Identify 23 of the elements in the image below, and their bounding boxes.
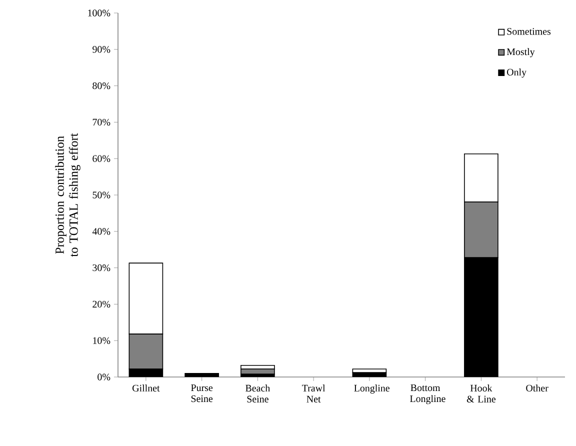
- y-tick-label: 0%: [98, 374, 110, 380]
- y-tick-label: 20%: [92, 300, 110, 308]
- y-tick-label: 40%: [92, 228, 110, 235]
- y-tick-label: 30%: [92, 264, 110, 272]
- legend-label: Only: [507, 68, 526, 78]
- y-tick-label: 50%: [92, 192, 110, 198]
- y-tick-label: 100%: [88, 10, 110, 16]
- x-tick-label: Trawl Net: [302, 384, 326, 402]
- y-tick-label: 90%: [92, 46, 110, 53]
- legend-label: Mostly: [506, 48, 535, 58]
- x-tick-label: Longline: [354, 384, 390, 394]
- y-tick-label: 70%: [92, 118, 110, 126]
- legend-label: Sometimes: [507, 28, 551, 35]
- x-tick-label: Gillnet: [132, 384, 160, 392]
- y-axis-title: Proportion contribution to TOTAL fishing effort: [55, 133, 80, 257]
- y-tick-label: 60%: [92, 155, 110, 162]
- x-tick-label: Beach Seine: [246, 384, 270, 402]
- x-tick-label: Other: [526, 384, 548, 392]
- y-tick-label: 80%: [92, 82, 110, 90]
- x-tick-label: Bottom Longline: [410, 384, 446, 404]
- y-tick-label: 10%: [93, 337, 110, 344]
- x-tick-label: Purse Seine: [191, 384, 213, 402]
- x-tick-label: Hook & Line: [466, 384, 496, 402]
